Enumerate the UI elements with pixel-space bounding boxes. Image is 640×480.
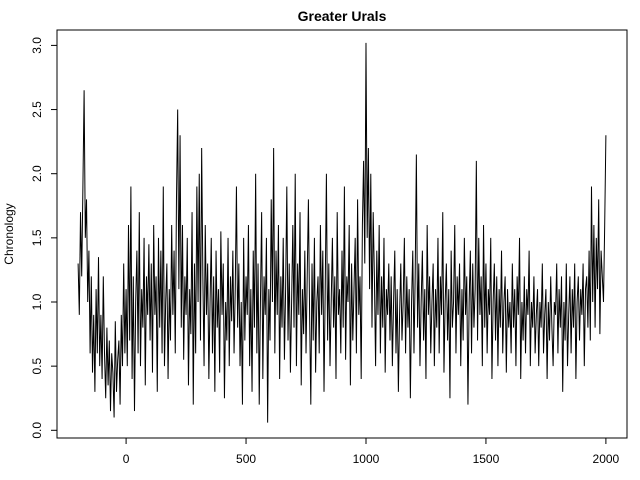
x-tick-label: 0 xyxy=(123,452,130,466)
y-tick-label: 3.0 xyxy=(30,37,44,54)
x-tick-label: 500 xyxy=(236,452,256,466)
y-axis-label: Chronology xyxy=(2,203,16,264)
y-tick-label: 2.0 xyxy=(30,165,44,182)
y-tick-label: 0.0 xyxy=(30,422,44,439)
y-tick-label: 1.0 xyxy=(30,293,44,310)
x-tick-label: 2000 xyxy=(593,452,620,466)
x-tick-label: 1000 xyxy=(353,452,380,466)
series-line xyxy=(77,42,607,423)
chart-title: Greater Urals xyxy=(298,8,387,24)
y-tick-label: 0.5 xyxy=(30,357,44,374)
y-tick-label: 1.5 xyxy=(30,229,44,246)
y-tick-label: 2.5 xyxy=(30,101,44,118)
x-tick-label: 1500 xyxy=(473,452,500,466)
